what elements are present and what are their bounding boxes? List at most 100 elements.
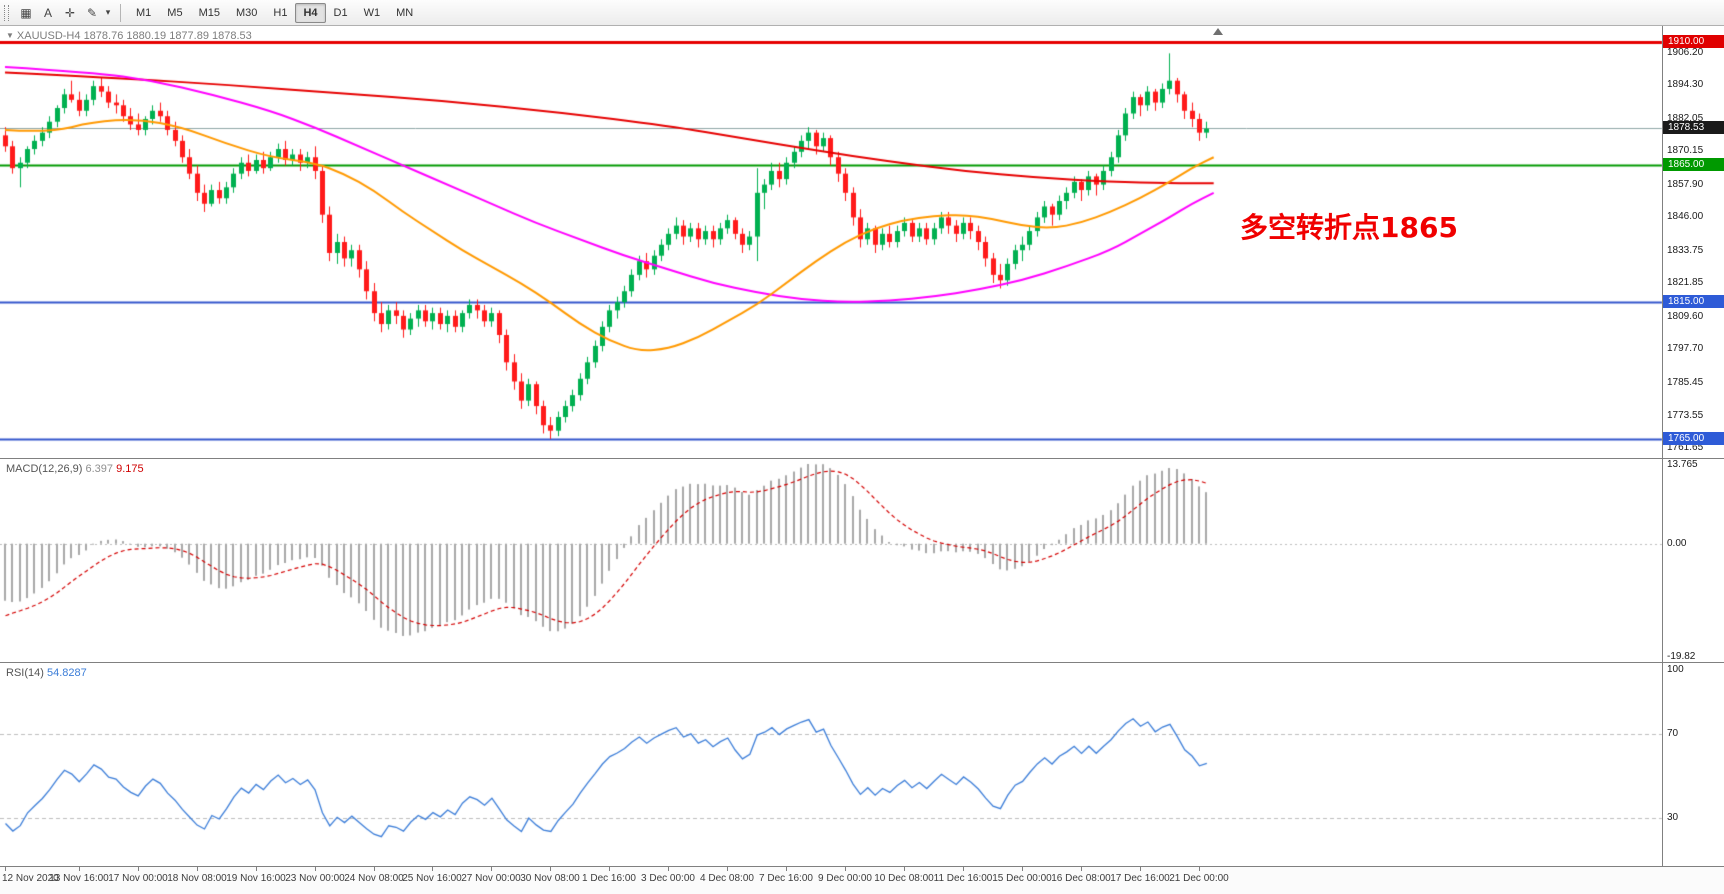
time-axis-label: 9 Dec 00:00 bbox=[818, 873, 872, 884]
macd-axis-label: -19.82 bbox=[1667, 651, 1696, 662]
time-axis-label: 1 Dec 16:00 bbox=[582, 873, 636, 884]
time-axis-label: 11 Dec 16:00 bbox=[933, 873, 993, 884]
time-axis-tick bbox=[609, 867, 610, 871]
price-axis-label: 1846.00 bbox=[1667, 211, 1704, 223]
time-axis-tick bbox=[138, 867, 139, 871]
draw-tools-dropdown-arrow[interactable]: ▾ bbox=[105, 7, 111, 17]
time-axis-label: 17 Dec 16:00 bbox=[1110, 873, 1170, 884]
time-axis-tick bbox=[374, 867, 375, 871]
time-axis-tick bbox=[1140, 867, 1141, 871]
time-axis-tick bbox=[197, 867, 198, 871]
chart-plot-canvas[interactable] bbox=[0, 26, 1724, 866]
text-cursor-icon[interactable]: A bbox=[43, 5, 52, 20]
timeframe-buttons: M1 M5 M15 M30 H1 H4 D1 W1 MN bbox=[128, 2, 421, 23]
crosshair-icon[interactable]: ✛ bbox=[64, 5, 76, 20]
time-axis-tick bbox=[904, 867, 905, 871]
time-axis-label: 27 Nov 00:00 bbox=[461, 873, 521, 884]
time-axis-tick bbox=[315, 867, 316, 871]
time-axis-label: 23 Nov 00:00 bbox=[285, 873, 345, 884]
price-axis-label: 1821.85 bbox=[1667, 277, 1704, 289]
timeframe-button-m15[interactable]: M15 bbox=[198, 6, 220, 19]
timeframe-button-m5[interactable]: M5 bbox=[167, 6, 183, 19]
toolbar-icons: ▦ A ✛ ✎ ▾ bbox=[15, 3, 113, 23]
time-axis-tick bbox=[727, 867, 728, 871]
chart-shift-marker-icon[interactable] bbox=[1213, 28, 1223, 35]
time-axis-tick bbox=[432, 867, 433, 871]
price-axis-label: 1870.15 bbox=[1667, 145, 1704, 157]
chart-grid-icon[interactable]: ▦ bbox=[20, 5, 32, 20]
symbol-ohlc-values: 1878.76 1880.19 1877.89 1878.53 bbox=[83, 30, 252, 42]
time-axis-tick bbox=[491, 867, 492, 871]
price-axis-label: 1761.65 bbox=[1667, 442, 1704, 454]
time-axis-tick bbox=[668, 867, 669, 871]
toolbar-grip-handle[interactable] bbox=[4, 4, 9, 21]
time-axis-tick bbox=[79, 867, 80, 871]
price-axis-label: 1882.05 bbox=[1667, 112, 1704, 124]
timeframe-button-m30[interactable]: M30 bbox=[235, 6, 258, 19]
time-axis-label: 4 Dec 08:00 bbox=[700, 873, 754, 884]
macd-main-value: 6.397 bbox=[85, 463, 114, 475]
price-axis-label: 1809.60 bbox=[1667, 310, 1704, 322]
time-axis-label: 18 Nov 08:00 bbox=[167, 873, 227, 884]
time-axis-label: 12 Nov 2020 bbox=[2, 873, 59, 884]
price-line-badge[interactable]: 1865.00 bbox=[1663, 158, 1724, 172]
toolbar-separator bbox=[120, 3, 121, 22]
rsi-indicator-label: RSI(14) 54.8287 bbox=[6, 667, 87, 679]
annotation-text[interactable]: 多空转折点1865 bbox=[1240, 211, 1458, 244]
timeframe-button-d1[interactable]: D1 bbox=[333, 6, 348, 19]
timeframe-button-w1[interactable]: W1 bbox=[363, 6, 381, 19]
time-axis-label: 7 Dec 16:00 bbox=[759, 873, 813, 884]
price-axis-label: 1906.20 bbox=[1667, 46, 1704, 58]
macd-axis-label: 13.765 bbox=[1667, 459, 1698, 470]
time-axis-tick bbox=[256, 867, 257, 871]
time-axis-tick bbox=[1081, 867, 1082, 871]
time-axis-label: 17 Nov 00:00 bbox=[108, 873, 168, 884]
time-axis-tick bbox=[845, 867, 846, 871]
price-line-badge[interactable]: 1878.53 bbox=[1663, 121, 1724, 135]
collapse-triangle-icon[interactable]: ▼ bbox=[6, 31, 14, 40]
toolbar: ▦ A ✛ ✎ ▾ M1 M5 M15 M30 H1 H4 D1 W1 MN bbox=[0, 0, 1724, 26]
price-axis-label: 1785.45 bbox=[1667, 376, 1704, 388]
rsi-axis-label: 30 bbox=[1667, 812, 1679, 824]
price-line-badge[interactable]: 1910.00 bbox=[1663, 35, 1724, 49]
price-line-badge[interactable]: 1815.00 bbox=[1663, 295, 1724, 309]
time-axis-label: 13 Nov 16:00 bbox=[49, 873, 109, 884]
price-axis-label: 1857.90 bbox=[1667, 178, 1704, 190]
time-axis-label: 19 Nov 16:00 bbox=[226, 873, 286, 884]
time-axis-tick bbox=[963, 867, 964, 871]
time-axis-label: 25 Nov 16:00 bbox=[402, 873, 462, 884]
time-axis-tick bbox=[5, 867, 6, 871]
symbol-name: XAUUSD-H4 bbox=[16, 30, 81, 42]
price-axis-label: 1833.75 bbox=[1667, 244, 1704, 256]
timeframe-button-mn[interactable]: MN bbox=[396, 6, 414, 19]
time-axis-label: 30 Nov 08:00 bbox=[520, 873, 580, 884]
time-axis[interactable]: 12 Nov 2020 13 Nov 16:00 17 Nov 00:00 18 No… bbox=[0, 866, 1724, 894]
price-line-badge[interactable]: 1765.00 bbox=[1663, 431, 1724, 445]
rsi-name: RSI(14) bbox=[6, 667, 44, 679]
macd-axis-label: 0.00 bbox=[1667, 537, 1687, 549]
rsi-value: 54.8287 bbox=[46, 667, 87, 679]
rsi-axis-label: 70 bbox=[1667, 727, 1679, 739]
time-axis-tick bbox=[1022, 867, 1023, 871]
time-axis-label: 3 Dec 00:00 bbox=[641, 873, 695, 884]
time-axis-label: 16 Dec 08:00 bbox=[1051, 873, 1111, 884]
symbol-header: ▼ XAUUSD-H4 1878.76 1880.19 1877.89 1878.… bbox=[6, 30, 252, 42]
panel-separator-main-macd[interactable] bbox=[0, 458, 1724, 459]
time-axis-label: 10 Dec 08:00 bbox=[874, 873, 934, 884]
panel-separator-macd-rsi[interactable] bbox=[0, 662, 1724, 663]
timeframe-button-h1[interactable]: H1 bbox=[273, 6, 288, 19]
time-axis-tick bbox=[1199, 867, 1200, 871]
rsi-axis-label: 100 bbox=[1667, 664, 1684, 675]
time-axis-label: 21 Dec 00:00 bbox=[1169, 873, 1229, 884]
price-axis-label: 1773.55 bbox=[1667, 409, 1704, 421]
price-axis-label: 1894.30 bbox=[1667, 79, 1704, 91]
time-axis-label: 24 Nov 08:00 bbox=[344, 873, 404, 884]
timeframe-button-m1[interactable]: M1 bbox=[136, 6, 152, 19]
time-axis-tick bbox=[550, 867, 551, 871]
draw-tools-icon[interactable]: ✎ bbox=[86, 5, 98, 20]
macd-signal-value: 9.175 bbox=[116, 463, 144, 475]
timeframe-button-h4[interactable]: H4 bbox=[295, 2, 326, 23]
macd-indicator-label: MACD(12,26,9) 6.397 9.175 bbox=[6, 463, 144, 475]
time-axis-label: 15 Dec 00:00 bbox=[992, 873, 1052, 884]
